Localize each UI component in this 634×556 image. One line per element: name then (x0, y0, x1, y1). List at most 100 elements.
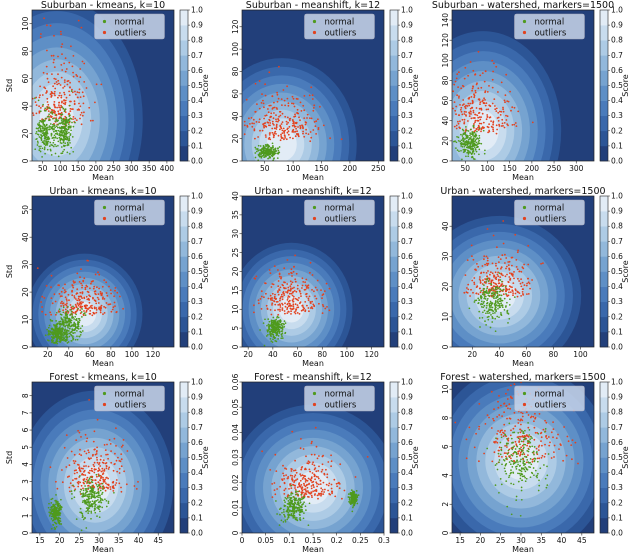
outlier-point (286, 259, 289, 261)
outlier-point (270, 313, 273, 316)
outlier-point (479, 103, 481, 105)
outlier-point (294, 303, 297, 306)
outlier-point (105, 302, 108, 304)
normal-point (267, 333, 269, 336)
outlier-point (463, 122, 466, 125)
normal-point (79, 334, 82, 336)
outlier-point (251, 125, 254, 128)
outlier-point (269, 272, 272, 274)
outlier-point (520, 285, 523, 288)
outlier-point (467, 74, 469, 77)
outlier-point (486, 228, 489, 230)
outlier-point (69, 86, 71, 89)
outlier-point (506, 115, 509, 118)
outlier-point (311, 300, 313, 303)
outlier-point (311, 463, 314, 465)
normal-point (467, 155, 470, 158)
normal-point (89, 504, 91, 507)
outlier-point (66, 300, 68, 302)
outlier-point (88, 106, 91, 109)
normal-point (67, 341, 70, 343)
normal-point (493, 297, 495, 300)
normal-point (76, 338, 79, 341)
normal-point (55, 525, 58, 528)
outlier-point (318, 465, 320, 468)
normal-point (272, 333, 274, 336)
normal-point (475, 141, 478, 144)
normal-point (474, 139, 477, 142)
outlier-point (314, 478, 316, 481)
normal-point (66, 118, 68, 121)
outlier-point (58, 117, 60, 120)
outlier-point (453, 83, 456, 86)
normal-point (88, 497, 91, 500)
outlier-point (326, 476, 329, 479)
outlier-point (468, 104, 471, 107)
outlier-point (293, 481, 295, 483)
normal-point (46, 148, 49, 151)
outlier-point (485, 262, 488, 265)
outlier-point (491, 279, 494, 282)
outlier-point (67, 113, 70, 115)
normal-point (60, 137, 63, 140)
normal-point (298, 509, 301, 512)
outlier-point (279, 485, 281, 488)
normal-point (71, 313, 73, 315)
normal-point (81, 316, 83, 318)
outlier-point (81, 305, 84, 308)
outlier-point (474, 117, 476, 119)
normal-point (495, 304, 498, 306)
outlier-point (298, 485, 301, 488)
normal-point (281, 322, 283, 325)
outlier-point (498, 110, 501, 113)
normal-point (485, 324, 487, 326)
colorbar-tick-label: 0.0 (191, 529, 203, 538)
normal-point (277, 330, 280, 332)
normal-point (484, 320, 486, 322)
normal-point (274, 320, 277, 323)
normal-point (90, 512, 93, 514)
outlier-point (325, 468, 327, 471)
normal-point (90, 497, 93, 500)
normal-point (98, 516, 101, 519)
outlier-point (75, 298, 77, 300)
outlier-point (87, 291, 90, 294)
outlier-point (321, 297, 323, 299)
outlier-point (47, 103, 50, 106)
normal-point (274, 336, 277, 339)
normal-point (62, 328, 64, 330)
normal-point (499, 279, 502, 281)
colorbar-tick-label: 1.0 (401, 6, 413, 15)
outlier-point (506, 123, 509, 125)
outlier-point (74, 117, 77, 120)
normal-point (56, 133, 59, 136)
normal-point (470, 133, 472, 135)
normal-point (81, 501, 84, 504)
colorbar-segment (180, 10, 188, 26)
outlier-point (268, 104, 271, 107)
outlier-point (75, 310, 78, 313)
outlier-point (523, 284, 526, 286)
normal-point (37, 130, 40, 132)
outlier-point (502, 274, 504, 277)
normal-point (64, 316, 67, 318)
colorbar-tick-label: 0.6 (401, 66, 413, 75)
outlier-point (311, 289, 313, 291)
colorbar-tick-label: 0.5 (401, 267, 413, 276)
outlier-point (93, 465, 96, 468)
outlier-point (71, 91, 74, 94)
legend-normal-marker (522, 19, 527, 24)
outlier-point (505, 257, 508, 259)
normal-point (500, 294, 503, 297)
colorbar-segment (180, 271, 188, 287)
outlier-point (36, 267, 39, 269)
outlier-point (501, 118, 504, 121)
outlier-point (291, 124, 294, 127)
outlier-point (53, 101, 56, 103)
x-tick-label: 100 (340, 350, 355, 359)
outlier-point (452, 90, 455, 93)
outlier-point (294, 487, 296, 489)
outlier-point (472, 291, 474, 294)
outlier-point (336, 485, 338, 488)
